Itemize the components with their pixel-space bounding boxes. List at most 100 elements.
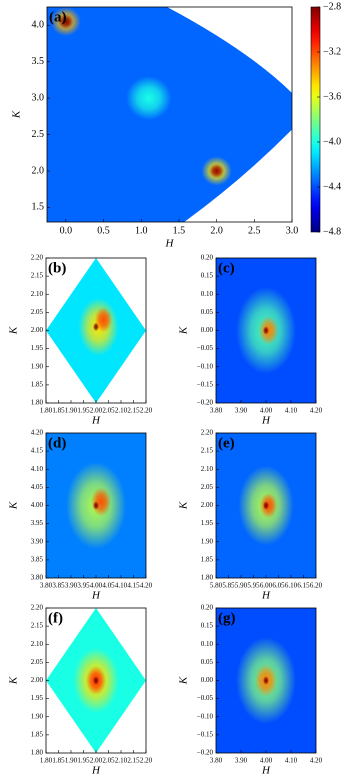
y-tick-label: 1.90 (201, 537, 214, 545)
x-tick-label: 2.15 (127, 407, 140, 415)
y-tick-label: 1.85 (31, 730, 44, 738)
y-tick-label: 3.0 (32, 92, 45, 103)
x-tick-label: 1.90 (65, 407, 78, 415)
x-tick-label: 1.90 (65, 757, 78, 765)
x-tick-label: 1.85 (52, 407, 65, 415)
x-tick-label: 4.00 (260, 407, 273, 415)
y-tick-label: 1.80 (31, 749, 44, 757)
intensity-peak (93, 322, 99, 332)
x-tick-label: 1.95 (77, 757, 90, 765)
intensity-peak (94, 306, 113, 333)
x-tick-label: 1.0 (135, 225, 148, 236)
heatmap-image (46, 258, 146, 403)
y-tick-label: −0.20 (197, 399, 214, 407)
y-tick-label: 2.10 (31, 640, 44, 648)
y-tick-label: 0.10 (201, 640, 214, 648)
y-tick-label: 1.85 (201, 555, 214, 563)
x-tick-label: 3.80 (210, 757, 223, 765)
y-axis-label: K (11, 110, 23, 119)
intensity-peak (93, 501, 99, 510)
x-tick-label: 3.0 (286, 225, 299, 236)
x-tick-label: 3.80 (210, 407, 223, 415)
x-tick-label: 2.10 (115, 407, 128, 415)
x-tick-label: 3.90 (65, 582, 78, 590)
y-tick-label: 2.05 (201, 483, 214, 491)
x-tick-label: 2.20 (140, 757, 153, 765)
x-tick-label: 2.00 (90, 407, 103, 415)
y-axis-label: K (178, 501, 190, 510)
x-tick-label: 1.5 (173, 225, 186, 236)
y-tick-label: 4.20 (31, 429, 44, 437)
x-tick-label: 6.15 (297, 582, 310, 590)
y-axis-label: K (8, 676, 20, 685)
y-tick-label: 1.90 (31, 362, 44, 370)
y-tick-label: 2.5 (32, 129, 45, 140)
colorbar-tick-label: −4.0 (323, 136, 341, 147)
x-axis-label: H (261, 765, 271, 775)
panel-label: (f) (48, 610, 63, 626)
y-tick-label: 0.00 (201, 676, 214, 684)
x-axis-label: H (261, 590, 271, 602)
y-tick-label: 0.05 (201, 658, 214, 666)
y-tick-label: 2.05 (31, 308, 44, 316)
x-tick-label: 3.90 (235, 757, 248, 765)
y-tick-label: 3.95 (31, 519, 44, 527)
x-tick-label: 4.15 (127, 582, 140, 590)
colorbar-tick-label: −3.2 (323, 46, 341, 57)
x-tick-label: 2.10 (115, 757, 128, 765)
x-axis-label: H (91, 590, 101, 602)
y-tick-label: 2.00 (201, 501, 214, 509)
y-tick-label: 2.10 (201, 465, 214, 473)
y-tick-label: 2.20 (31, 254, 44, 262)
panel-label: (g) (218, 610, 236, 626)
x-tick-label: 5.90 (235, 582, 248, 590)
x-tick-label: 1.80 (40, 757, 53, 765)
y-tick-label: −0.20 (197, 749, 214, 757)
colorbar-tick-label: −3.6 (323, 91, 341, 102)
intensity-peak (58, 14, 74, 29)
y-tick-label: 4.15 (31, 447, 44, 455)
y-tick-label: 4.05 (31, 483, 44, 491)
x-tick-label: 6.00 (260, 582, 273, 590)
heatmap-image (216, 433, 316, 578)
x-tick-label: 4.10 (285, 407, 298, 415)
y-tick-label: 3.80 (31, 574, 44, 582)
y-tick-label: 2.15 (201, 447, 214, 455)
x-tick-label: 4.00 (90, 582, 103, 590)
intensity-peak (91, 487, 111, 517)
y-tick-label: 0.10 (201, 290, 214, 298)
y-tick-label: −0.15 (197, 380, 214, 388)
y-tick-label: 2.10 (31, 290, 44, 298)
x-tick-label: 3.90 (235, 407, 248, 415)
y-tick-label: 2.0 (32, 165, 45, 176)
x-tick-label: 2.00 (90, 757, 103, 765)
x-tick-label: 1.80 (40, 407, 53, 415)
x-tick-label: 6.10 (285, 582, 298, 590)
y-tick-label: 4.00 (31, 501, 44, 509)
x-axis-label: H (261, 415, 271, 427)
y-tick-label: 2.05 (31, 658, 44, 666)
colorbar-tick-label: −4.8 (323, 226, 341, 237)
x-tick-label: 2.15 (127, 757, 140, 765)
y-tick-label: 1.95 (201, 519, 214, 527)
x-tick-label: 2.05 (102, 407, 115, 415)
x-tick-label: 4.20 (310, 757, 323, 765)
x-tick-label: 5.85 (222, 582, 235, 590)
y-tick-label: 1.90 (31, 712, 44, 720)
x-tick-label: 3.85 (52, 582, 65, 590)
x-tick-label: 4.20 (310, 407, 323, 415)
y-tick-label: 0.15 (201, 272, 214, 280)
x-axis-label: H (91, 765, 101, 775)
x-tick-label: 3.95 (77, 582, 90, 590)
y-tick-label: 3.90 (31, 537, 44, 545)
y-tick-label: 2.15 (31, 272, 44, 280)
y-axis-label: K (8, 501, 20, 510)
x-tick-label: 1.85 (52, 757, 65, 765)
x-tick-label: 2.0 (210, 225, 223, 236)
x-tick-label: 0.0 (60, 225, 73, 236)
intensity-peak (263, 676, 269, 685)
y-tick-label: −0.10 (197, 712, 214, 720)
panel-label: (e) (218, 435, 235, 451)
